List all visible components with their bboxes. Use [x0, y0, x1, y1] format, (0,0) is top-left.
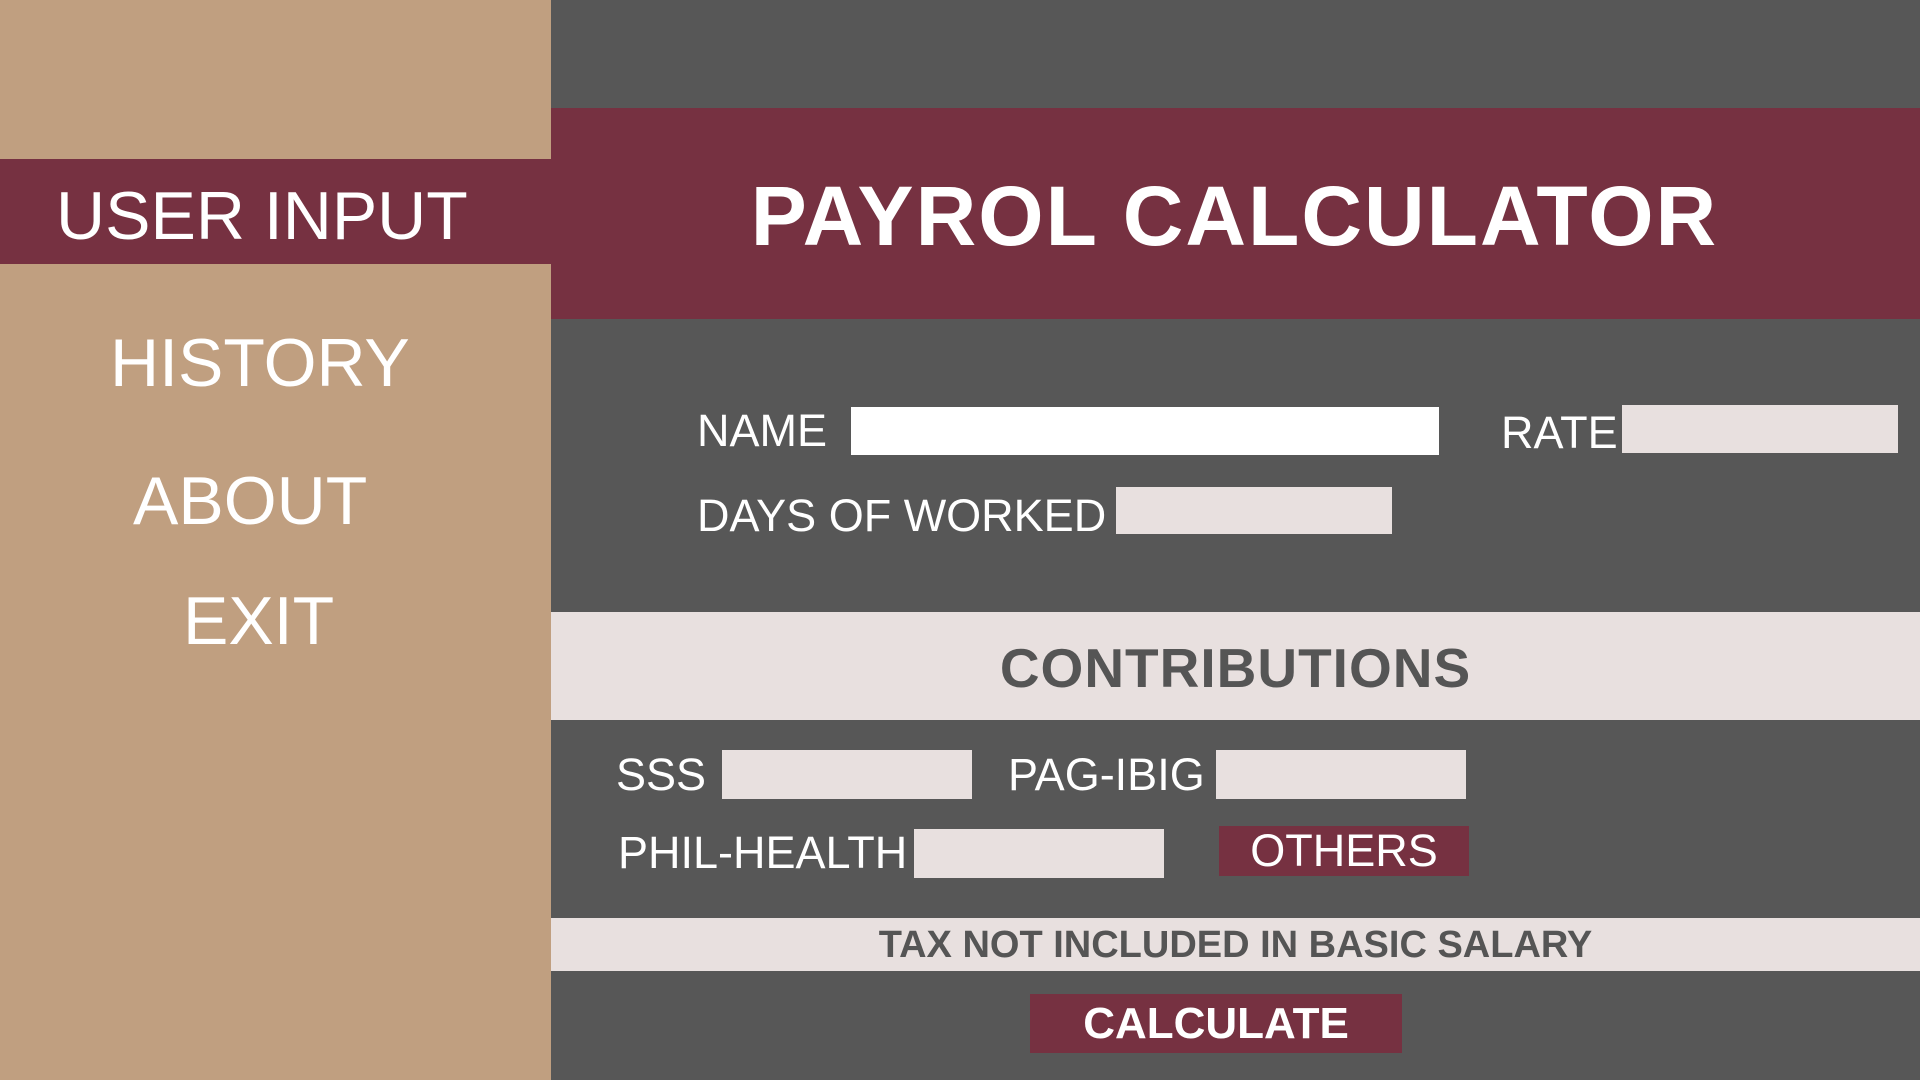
days-worked-label: DAYS OF WORKED: [697, 490, 1107, 541]
tax-notice-text: TAX NOT INCLUDED IN BASIC SALARY: [878, 924, 1593, 966]
phil-health-input[interactable]: [914, 829, 1164, 878]
sidebar-item-user-input-label[interactable]: USER INPUT: [56, 178, 468, 254]
rate-label: RATE: [1501, 407, 1618, 458]
name-label: NAME: [697, 405, 828, 456]
name-input[interactable]: [851, 407, 1439, 455]
others-button[interactable]: OTHERS: [1219, 826, 1469, 876]
calculate-button[interactable]: CALCULATE: [1030, 994, 1402, 1053]
sidebar-item-user-input[interactable]: [0, 159, 551, 264]
header-banner: [551, 108, 1920, 319]
rate-input[interactable]: [1622, 405, 1898, 453]
sidebar-item-history[interactable]: HISTORY: [110, 325, 410, 401]
page-title: PAYROL CALCULATOR: [750, 169, 1719, 263]
sss-label: SSS: [616, 749, 707, 800]
pag-ibig-input[interactable]: [1216, 750, 1466, 799]
sidebar-item-about[interactable]: ABOUT: [133, 463, 368, 539]
tax-notice-band: [551, 918, 1920, 971]
days-worked-input[interactable]: [1116, 487, 1392, 534]
page-title-wrapper: PAYROL CALCULATOR: [0, 174, 1920, 258]
contributions-band: [551, 612, 1920, 720]
contributions-heading: CONTRIBUTIONS: [999, 637, 1472, 699]
pag-ibig-label: PAG-IBIG: [1008, 749, 1205, 800]
sss-input[interactable]: [722, 750, 972, 799]
sidebar-item-exit[interactable]: EXIT: [183, 583, 335, 659]
phil-health-label: PHIL-HEALTH: [618, 827, 908, 878]
